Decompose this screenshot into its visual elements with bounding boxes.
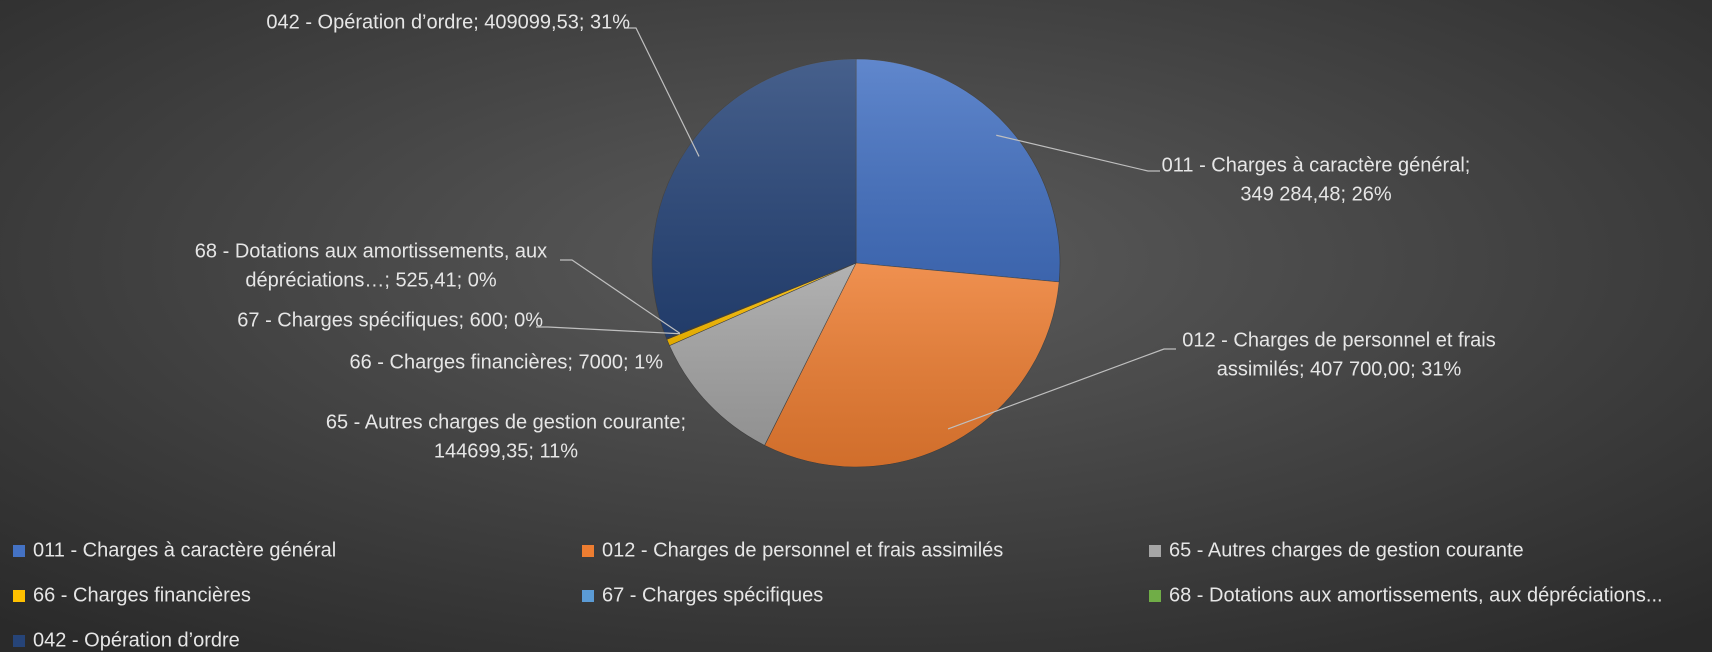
slice-shade xyxy=(666,263,856,346)
legend-swatch xyxy=(582,545,594,557)
leader-line xyxy=(996,134,1160,172)
leader-line xyxy=(624,27,700,157)
data-label: 012 - Charges de personnel et frais xyxy=(1182,329,1496,351)
leader-line xyxy=(536,326,680,335)
data-label: 144699,35; 11% xyxy=(434,440,578,462)
legend: 011 - Charges à caractère général 012 - C… xyxy=(13,539,1663,651)
legend-label: 67 - Charges spécifiques xyxy=(602,584,823,606)
legend-swatch xyxy=(1149,545,1161,557)
legend-swatch xyxy=(1149,590,1161,602)
legend-label: 011 - Charges à caractère général xyxy=(33,539,336,561)
data-label: 65 - Autres charges de gestion courante; xyxy=(326,411,686,433)
slice-shade xyxy=(856,59,1060,282)
leader-line xyxy=(560,259,681,334)
legend-swatch xyxy=(13,545,25,557)
legend-label: 65 - Autres charges de gestion courante xyxy=(1169,539,1524,561)
legend-label: 012 - Charges de personnel et frais assi… xyxy=(602,539,1003,561)
legend-label: 66 - Charges financières xyxy=(33,584,251,606)
data-label: 011 - Charges à caractère général; xyxy=(1162,154,1471,176)
slice-shade xyxy=(764,263,1060,468)
leader-line xyxy=(947,348,1176,430)
legend-swatch xyxy=(582,590,594,602)
pie xyxy=(651,58,1061,468)
legend-swatch xyxy=(13,590,25,602)
data-label: 349 284,48; 26% xyxy=(1240,183,1391,205)
data-label: 67 - Charges spécifiques; 600; 0% xyxy=(237,309,543,331)
data-label: assimilés; 407 700,00; 31% xyxy=(1217,358,1462,380)
data-label: dépréciations…; 525,41; 0% xyxy=(245,269,496,291)
data-labels: 011 - Charges à caractère général; 349 28… xyxy=(195,11,1496,462)
slice-shade xyxy=(652,59,856,339)
legend-swatch xyxy=(13,635,25,647)
data-label: 66 - Charges financières; 7000; 1% xyxy=(349,351,663,373)
slice-shade xyxy=(669,263,856,446)
legend-label: 68 - Dotations aux amortissements, aux d… xyxy=(1169,584,1663,606)
data-label: 68 - Dotations aux amortissements, aux xyxy=(195,240,547,262)
data-label: 042 - Opération d’ordre; 409099,53; 31% xyxy=(266,11,630,33)
legend-label: 042 - Opération d’ordre xyxy=(33,629,240,651)
